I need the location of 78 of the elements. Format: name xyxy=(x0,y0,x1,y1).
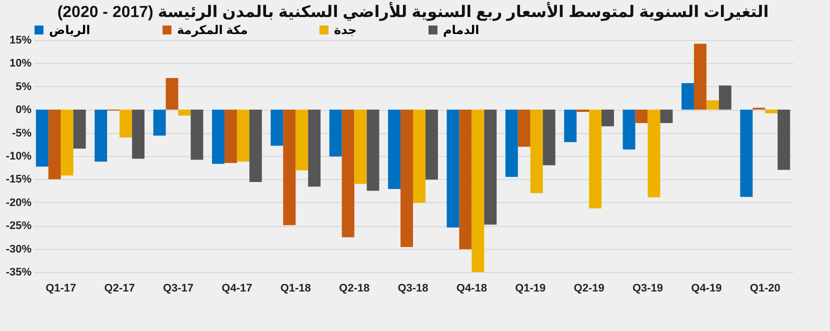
bar xyxy=(425,110,438,180)
bar xyxy=(602,110,614,126)
x-tick-label: Q1-20 xyxy=(750,282,780,294)
bar xyxy=(249,110,262,182)
bar xyxy=(366,110,380,191)
legend-label: مكة المكرمة xyxy=(177,23,248,37)
bar xyxy=(212,110,224,164)
x-tick-label: Q2-19 xyxy=(574,282,604,294)
chart-title: التغيرات السنوية لمتوسط الأسعار ربع السنوية للأراضي السكنية بالمدن الرئيسة (2017 - 2020) xyxy=(57,1,769,21)
bar xyxy=(446,110,460,228)
bar xyxy=(153,110,166,136)
bar xyxy=(706,100,719,110)
bar xyxy=(765,110,778,114)
y-tick-label: -5% xyxy=(12,127,32,140)
bar xyxy=(270,110,284,146)
bar xyxy=(400,110,413,247)
bar xyxy=(635,110,648,124)
bar xyxy=(564,110,577,142)
bar xyxy=(681,83,694,110)
legend-label: الرياض xyxy=(49,23,90,37)
bar xyxy=(296,110,308,170)
bar xyxy=(542,110,556,166)
legend-label: جدة xyxy=(334,23,357,37)
x-tick-label: Q3-18 xyxy=(398,282,428,294)
bar xyxy=(329,110,342,156)
bar xyxy=(132,110,145,159)
bar xyxy=(472,110,484,272)
bar xyxy=(190,110,204,160)
bar xyxy=(166,78,178,110)
bar xyxy=(178,110,191,116)
y-tick-label: 15% xyxy=(9,34,32,46)
bar xyxy=(236,110,250,162)
x-tick-label: Q2-17 xyxy=(104,282,135,294)
y-tick-label: -15% xyxy=(6,174,32,186)
x-tick-label: Q4-19 xyxy=(691,282,722,294)
y-tick-label: 0% xyxy=(16,104,32,116)
y-tick-label: 10% xyxy=(9,58,32,70)
bar xyxy=(740,110,753,197)
bar xyxy=(413,110,426,203)
bar xyxy=(36,110,48,167)
x-tick-label: Q3-19 xyxy=(632,282,664,294)
y-tick-label: -20% xyxy=(6,196,32,209)
bar xyxy=(73,110,86,149)
legend-label: الدمام xyxy=(443,23,480,37)
bar xyxy=(660,110,673,124)
bar xyxy=(283,110,296,226)
x-tick-label: Q4-17 xyxy=(222,282,252,294)
y-tick-label: -30% xyxy=(6,243,32,256)
bar xyxy=(648,110,660,198)
x-tick-label: Q2-18 xyxy=(339,282,370,294)
bar xyxy=(694,44,706,110)
bar xyxy=(354,110,367,184)
bar xyxy=(459,110,472,250)
bar xyxy=(342,110,354,238)
bar xyxy=(505,110,518,177)
bar xyxy=(518,110,530,147)
bar xyxy=(589,110,602,208)
bar xyxy=(308,110,321,187)
x-tick-label: Q4-18 xyxy=(456,282,487,294)
bar xyxy=(530,110,543,194)
y-tick-label: -35% xyxy=(6,266,32,278)
bar xyxy=(484,110,497,225)
bar xyxy=(718,85,732,110)
bar xyxy=(224,110,237,163)
y-tick-label: 5% xyxy=(16,80,32,93)
y-tick-label: -25% xyxy=(6,220,32,232)
bar xyxy=(778,110,790,170)
bar xyxy=(48,110,61,180)
bar xyxy=(388,110,401,189)
bar xyxy=(622,110,636,150)
bar xyxy=(120,110,132,138)
x-tick-label: Q1-17 xyxy=(46,282,76,294)
bar xyxy=(94,110,108,162)
x-tick-label: Q1-18 xyxy=(280,282,311,294)
y-tick-label: -10% xyxy=(6,150,32,162)
bar xyxy=(60,110,74,176)
x-tick-label: Q1-19 xyxy=(515,282,546,294)
x-tick-label: Q3-17 xyxy=(162,282,194,294)
